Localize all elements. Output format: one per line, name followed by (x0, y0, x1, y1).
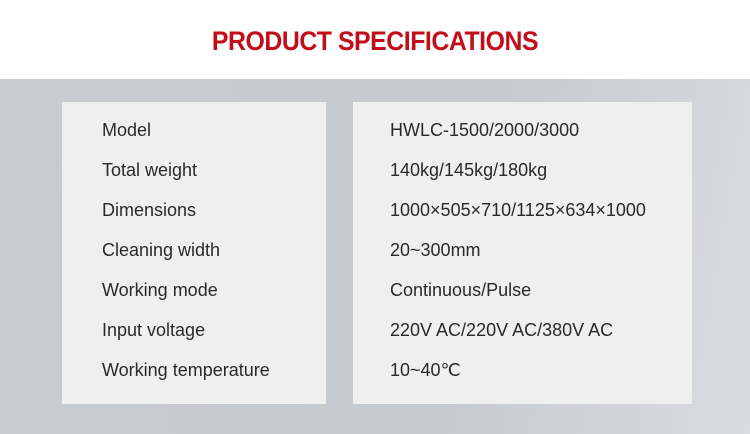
spec-labels-panel: Model Total weight Dimensions Cleaning widt… (62, 102, 326, 404)
spec-value: HWLC-1500/2000/3000 (390, 120, 580, 140)
spec-label: Working mode (102, 280, 218, 300)
spec-label: Working temperature (102, 360, 270, 380)
spec-label: Cleaning width (102, 240, 221, 260)
spec-label: Total weight (102, 160, 198, 180)
spec-value: 1000×505×710/1125×634×1000 (390, 200, 646, 220)
spec-label: Dimensions (102, 200, 197, 220)
spec-label: Model (102, 120, 152, 140)
spec-label: Input voltage (102, 320, 206, 340)
page-title: PRODUCT SPECIFICATIONS (211, 26, 539, 56)
spec-value: 140kg/145kg/180kg (390, 160, 548, 180)
spec-value: 220V AC/220V AC/380V AC (390, 320, 614, 340)
spec-value: 10~40℃ (390, 360, 461, 380)
spec-value: Continuous/Pulse (390, 280, 532, 300)
spec-values-panel: HWLC-1500/2000/3000 140kg/145kg/180kg 1000… (353, 102, 692, 404)
spec-value: 20~300mm (390, 240, 481, 260)
